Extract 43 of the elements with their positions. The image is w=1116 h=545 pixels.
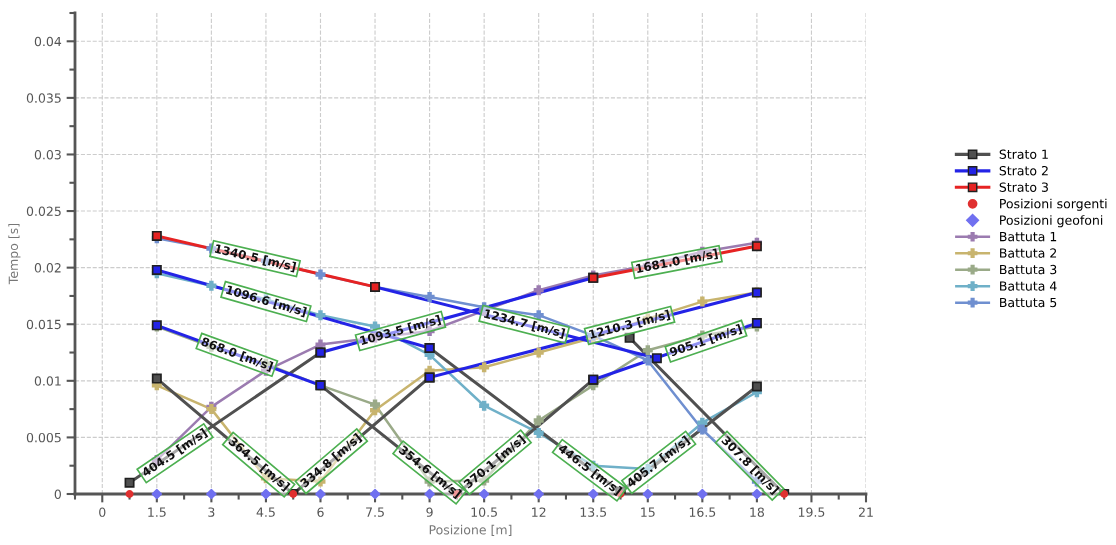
legend-label: Battuta 2 bbox=[1000, 248, 1057, 258]
x-tick-label: 4.5 bbox=[256, 507, 275, 517]
y-tick-label: 0.02 bbox=[34, 263, 61, 273]
legend-label: Posizioni sorgenti bbox=[1000, 198, 1107, 211]
x-tick-label: 16.5 bbox=[689, 507, 716, 517]
y-tick-label: 0.035 bbox=[26, 93, 61, 103]
x-tick-label: 0 bbox=[99, 507, 106, 517]
y-axis-title: Tempo [s] bbox=[8, 223, 21, 285]
x-tick-label: 15 bbox=[641, 507, 655, 517]
y-tick-label: 0 bbox=[54, 489, 61, 499]
annotation: 1681.0 [m/s] bbox=[635, 248, 719, 275]
y-tick-label: 0.025 bbox=[26, 206, 61, 216]
annotation: 1234.7 [m/s] bbox=[483, 308, 566, 339]
x-tick-label: 7.5 bbox=[366, 507, 384, 517]
annotation: 1340.5 [m/s] bbox=[214, 243, 297, 273]
annotation: 1096.6 [m/s] bbox=[225, 284, 307, 318]
x-tick-label: 9 bbox=[426, 507, 433, 517]
x-tick-label: 3 bbox=[208, 507, 215, 517]
legend-label: Strato 3 bbox=[999, 182, 1048, 192]
legend-label: Battuta 3 bbox=[1000, 264, 1057, 275]
y-tick-label: 0.015 bbox=[26, 319, 61, 330]
annotation: 1210.3 [m/s] bbox=[588, 309, 671, 341]
x-tick-label: 21 bbox=[858, 507, 873, 517]
x-tick-label: 6 bbox=[317, 507, 324, 517]
x-axis-title: Posizione [m] bbox=[429, 524, 512, 536]
x-tick-label: 10.5 bbox=[471, 507, 497, 517]
legend-label: Battuta 5 bbox=[1000, 297, 1057, 308]
y-tick-label: 0.03 bbox=[34, 149, 61, 160]
x-tick-label: 12 bbox=[532, 507, 546, 517]
legend-label: Strato 2 bbox=[999, 165, 1048, 176]
x-tick-label: 18 bbox=[750, 507, 764, 517]
x-tick-label: 13.5 bbox=[580, 507, 607, 517]
x-tick-label: 1.5 bbox=[148, 507, 166, 517]
annotation: 905.1 [m/s] bbox=[668, 323, 743, 358]
x-tick-label: 19.5 bbox=[798, 507, 825, 517]
y-tick-label: 0.005 bbox=[26, 432, 61, 443]
legend-label: Strato 1 bbox=[999, 149, 1048, 159]
legend-label: Battuta 4 bbox=[1000, 281, 1057, 291]
legend-label: Battuta 1 bbox=[1000, 232, 1057, 242]
y-tick-label: 0.01 bbox=[34, 376, 61, 386]
y-tick-label: 0.04 bbox=[34, 36, 62, 47]
legend-label: Posizioni geofoni bbox=[1000, 215, 1103, 228]
annotation: 1093.5 [m/s] bbox=[359, 314, 442, 347]
